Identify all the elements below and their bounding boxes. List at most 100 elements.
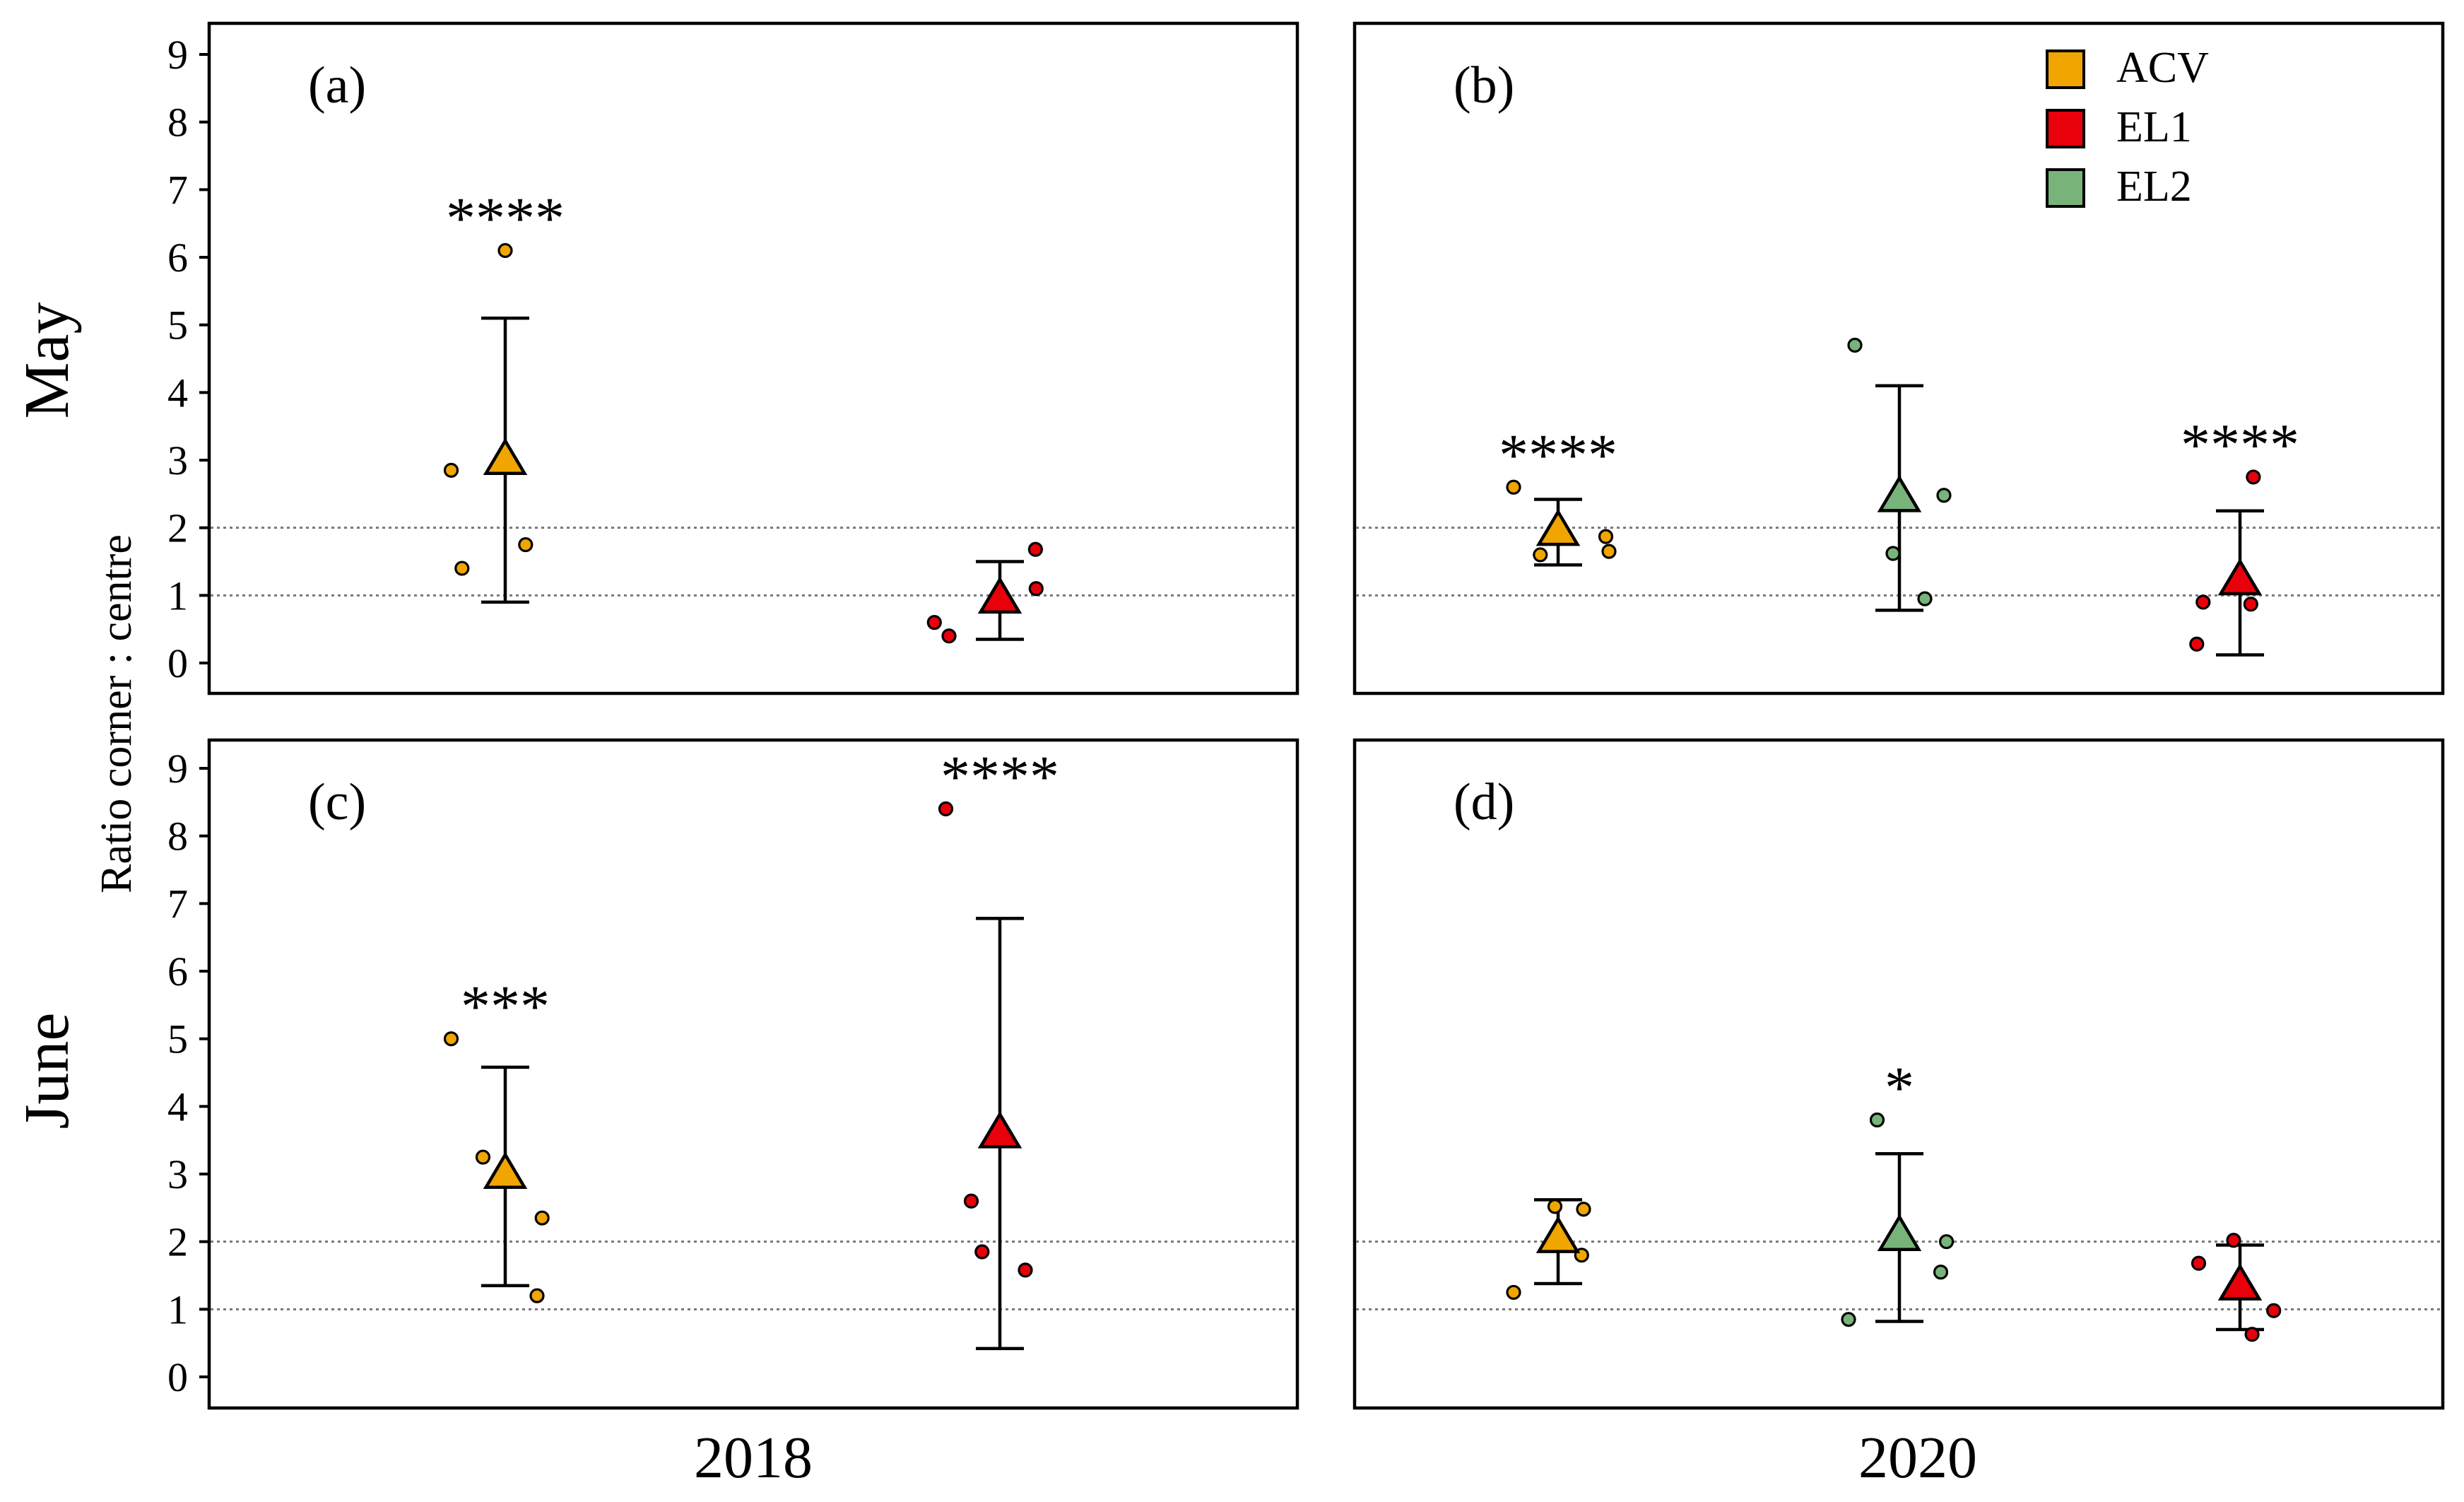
y-tick-label: 3 <box>167 438 188 483</box>
panel-b-acv-point <box>1506 479 1521 495</box>
panel-d-frame <box>1352 738 2445 1410</box>
y-tick-label: 4 <box>167 1084 188 1130</box>
legend-swatch-acv <box>2046 49 2085 89</box>
panel-b-el2-group <box>1847 337 1952 612</box>
panel-a-el1-point <box>1028 581 1044 597</box>
x-label-2018: 2018 <box>694 1425 813 1491</box>
panel-b-acv-point <box>1533 547 1548 563</box>
panel-b-el1-significance: **** <box>2181 412 2299 478</box>
panel-d-el2-point <box>1869 1112 1885 1128</box>
y-tick-label: 5 <box>167 1016 188 1062</box>
legend-label-acv: ACV <box>2116 44 2209 92</box>
panel-c-el1-point <box>1018 1262 1033 1278</box>
y-tick-label: 2 <box>167 1219 188 1265</box>
panel-a: 0 1 2 3 4 5 6 7 8 9 (a) **** <box>167 21 1299 696</box>
panel-a-acv-point <box>454 561 470 576</box>
y-tick-label: 8 <box>167 814 188 859</box>
panel-a-el1-mean-marker <box>977 576 1022 614</box>
row-label-may: May <box>12 303 82 419</box>
legend-label-el1: EL1 <box>2116 103 2192 151</box>
panel-b-frame <box>1352 21 2445 696</box>
panel-b-acv-group: **** <box>1499 422 1617 567</box>
panel-c-el1-point <box>938 801 954 817</box>
panel-b-el2-point <box>1847 337 1863 353</box>
panel-b-el1-point <box>2243 597 2258 612</box>
panel-b-acv-point <box>1601 544 1617 559</box>
panel-a-frame <box>207 21 1299 696</box>
panel-c-acv-point <box>443 1031 459 1047</box>
y-tick-label: 7 <box>167 167 188 213</box>
legend-swatch-el1 <box>2046 109 2085 148</box>
panel-c-acv-point <box>529 1288 545 1303</box>
panel-c-el1-point <box>974 1244 990 1260</box>
panel-a-el1-point <box>1027 541 1044 557</box>
panel-d-acv-group <box>1506 1198 1591 1301</box>
y-tick-label: 3 <box>167 1151 188 1197</box>
y-tick-label: 0 <box>167 640 188 686</box>
panel-d-el2-point <box>1841 1312 1856 1327</box>
legend-label-el2: EL2 <box>2116 163 2192 211</box>
y-tick-label: 2 <box>167 505 188 551</box>
y-tick-label: 1 <box>167 573 188 618</box>
legend-swatch-el2 <box>2046 168 2085 208</box>
panel-c-el1-mean-marker <box>977 1110 1022 1149</box>
y-tick-label: 0 <box>167 1354 188 1400</box>
x-label-2020: 2020 <box>1858 1425 1977 1491</box>
panel-d-acv-point <box>1576 1202 1591 1217</box>
panel-c-acv-group: *** <box>443 974 550 1303</box>
panel-c-frame <box>207 738 1299 1410</box>
panel-d-acv-mean-marker <box>1535 1216 1581 1253</box>
panel-a-acv-point <box>497 242 513 259</box>
panel-d-el1-group <box>2191 1233 2282 1342</box>
panel-b-el2-point <box>1885 546 1901 561</box>
panel-c-acv-point <box>475 1149 491 1165</box>
y-tick-label: 8 <box>167 100 188 146</box>
panel-b-el1-point <box>2189 636 2205 652</box>
panel-a-acv-point <box>518 536 534 553</box>
panel-a-el1-point <box>926 614 942 630</box>
y-tick-label: 5 <box>167 303 188 348</box>
panel-d-label: (d) <box>1454 773 1514 831</box>
row-label-june: June <box>12 1013 82 1130</box>
y-tick-label: 9 <box>167 746 188 792</box>
panel-d: (d) * <box>1352 738 2445 1410</box>
y-tick-label: 9 <box>167 32 188 78</box>
panel-b-el2-mean-marker <box>1877 474 1922 512</box>
legend: ACV EL1 EL2 <box>2046 44 2209 211</box>
panel-b-el2-point <box>1936 488 1952 503</box>
panel-d-el1-point <box>2191 1255 2207 1271</box>
panel-a-el1-point <box>941 628 957 644</box>
panel-c-acv-mean-marker <box>483 1151 528 1189</box>
panel-d-el2-point <box>1933 1265 1949 1280</box>
panel-b-el1-mean-marker <box>2217 558 2263 596</box>
panel-b-acv-significance: **** <box>1499 422 1617 488</box>
panel-d-el2-mean-marker <box>1877 1214 1922 1251</box>
panel-c-label: (c) <box>308 773 366 831</box>
y-tick-label: 7 <box>167 881 188 927</box>
panel-c-el1-point <box>963 1193 979 1209</box>
panel-c-el1-significance: **** <box>941 744 1059 809</box>
panel-b-label: (b) <box>1454 57 1514 115</box>
panel-b-el2-point <box>1917 591 1933 606</box>
panel-b: (b) **** **** <box>1352 21 2445 696</box>
y-tick-label: 1 <box>167 1286 188 1332</box>
panel-a-acv-significance: **** <box>446 185 565 251</box>
panel-a-acv-point <box>443 462 459 478</box>
panel-b-el1-group: **** <box>2181 412 2299 657</box>
panel-a-label: (a) <box>308 57 366 115</box>
panel-d-acv-point <box>1547 1199 1563 1214</box>
panel-d-acv-point <box>1506 1284 1521 1301</box>
y-tick-label: 6 <box>167 235 188 281</box>
panel-b-acv-point <box>1598 529 1614 544</box>
panel-b-el1-point <box>2246 469 2261 485</box>
y-axis-label: Ratio corner : centre <box>93 534 141 893</box>
y-tick-label: 6 <box>167 949 188 995</box>
y-tick-label: 4 <box>167 370 188 416</box>
panel-d-el2-point <box>1939 1234 1955 1250</box>
panel-c-el1-group: **** <box>938 744 1059 1351</box>
panel-d-el1-point <box>2226 1233 2241 1248</box>
panel-a-acv-group: **** <box>443 185 565 604</box>
panel-c-acv-point <box>534 1210 550 1226</box>
panel-d-el2-group: * <box>1841 1055 1955 1327</box>
